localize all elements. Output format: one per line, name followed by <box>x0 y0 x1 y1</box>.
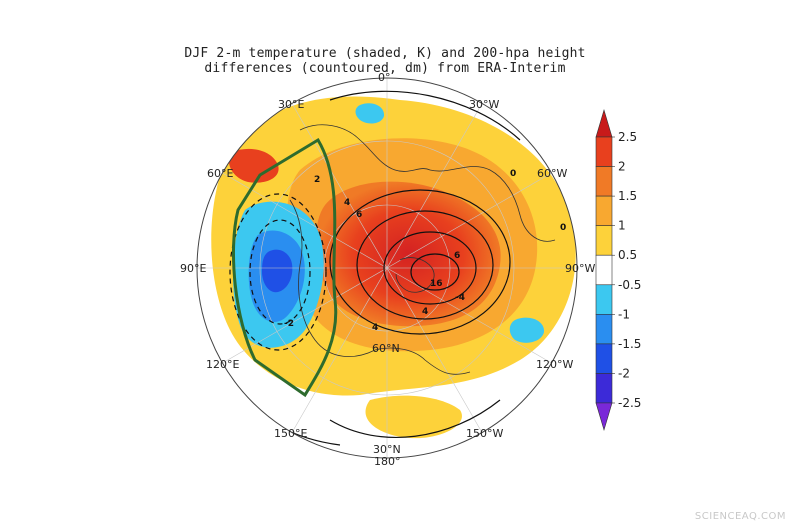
north-cold-patch <box>355 103 385 124</box>
colorbar-tick-label: 2 <box>618 160 626 174</box>
contour-label-16: 16 <box>430 279 443 289</box>
cold-core-deep <box>262 249 293 293</box>
colorbar-top-arrow <box>595 108 613 138</box>
lon-label-120e: 120°E <box>206 358 239 371</box>
colorbar-tick-label: -0.5 <box>618 278 641 292</box>
watermark: SCIENCEAQ.COM <box>694 511 786 522</box>
lon-label-30e: 30°E <box>278 98 304 111</box>
lon-label-150e: 150°E <box>274 427 307 440</box>
contour-label-4b: 4 <box>422 307 428 317</box>
lon-label-150w: 150°W <box>466 427 503 440</box>
lat-label-60n: 60°N <box>372 342 400 355</box>
lon-label-90e: 90°E <box>180 262 206 275</box>
lon-label-0: 0° <box>378 71 391 84</box>
colorbar-bottom-arrow <box>595 402 613 432</box>
colorbar-tick-label: -1.5 <box>618 337 641 351</box>
lon-label-120w: 120°W <box>536 358 573 371</box>
colorbar-tick-label: -1 <box>618 307 630 321</box>
colorbar-tick-label: 1 <box>618 219 626 233</box>
figure-title-line-1: DJF 2-m temperature (shaded, K) and 200-… <box>184 46 586 61</box>
colorbar-segment <box>595 373 613 404</box>
lat-label-30n: 30°N <box>373 443 401 456</box>
contour-label-4c: 4 <box>372 323 378 333</box>
colorbar-tick-label: 1.5 <box>618 189 637 203</box>
colorbar-segment <box>595 254 613 286</box>
lon-label-30w: 30°W <box>469 98 499 111</box>
figure-title-line-2: differences (countoured, dm) from ERA-In… <box>204 61 566 76</box>
colorbar-segment <box>595 343 613 374</box>
colorbar-segment <box>595 314 613 345</box>
lon-label-90w: 90°W <box>565 262 595 275</box>
pacific-warm-patch <box>365 395 462 439</box>
region-outline <box>231 137 338 398</box>
colorbar-tick-label: 0.5 <box>618 248 637 262</box>
warm-core <box>315 181 501 327</box>
contour-label-neg4: -4 <box>455 293 465 303</box>
colorbar-segment <box>595 225 613 256</box>
lon-label-60w: 60°W <box>537 167 567 180</box>
colorbar-tick-label: -2 <box>618 366 630 380</box>
colorbar-tick-label: 2.5 <box>618 130 637 144</box>
east-cold-patch <box>509 317 545 343</box>
lon-label-180: 180° <box>374 455 401 468</box>
graticule <box>197 78 577 458</box>
contour-label-6b: 6 <box>454 251 460 261</box>
colorbar-segment <box>595 136 613 167</box>
contour-label-6a: 6 <box>356 210 362 220</box>
contour-label-2: 2 <box>314 175 320 185</box>
temperature-shading <box>197 78 577 458</box>
lon-label-60e: 60°E <box>207 167 233 180</box>
colorbar-segment <box>595 166 613 197</box>
map-boundary <box>196 77 578 459</box>
colorbar-tick-label: -2.5 <box>618 396 641 410</box>
colorbar-segment <box>595 284 613 315</box>
west-warm-patch <box>228 148 279 183</box>
contour-label-neg2: -2 <box>284 319 294 329</box>
coastlines <box>289 124 556 375</box>
contour-label-0b: 0 <box>560 223 566 233</box>
colorbar: 2.5 2 1.5 1 0.5 -0.5 -1 -1.5 -2 -2.5 <box>595 108 641 432</box>
contour-label-4a: 4 <box>344 198 350 208</box>
colorbar-segment <box>595 195 613 226</box>
contour-label-0: 0 <box>510 169 516 179</box>
